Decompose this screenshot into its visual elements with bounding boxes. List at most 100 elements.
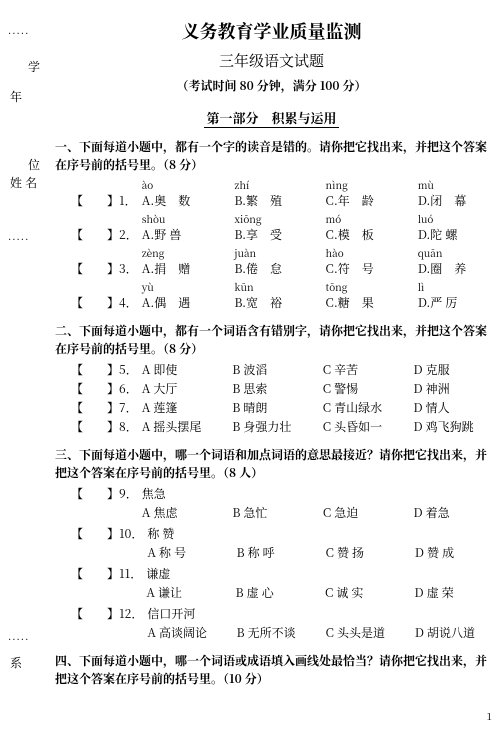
section-header: 第一部分 积累与运用 <box>55 108 488 128</box>
q1-option: C.糖 果 <box>324 294 410 312</box>
q1-option: D.严 厉 <box>416 294 502 312</box>
q3-option: B 无所不谈 <box>235 623 324 642</box>
q1-pinyin: luó <box>416 210 502 226</box>
q2-option: A 摇头摆尾 <box>140 417 231 436</box>
q1-pinyin: zèng <box>140 244 226 260</box>
q3-keyword: 信口开河 <box>145 604 502 623</box>
exam-body: 义务教育学业质量监测 三年级语文试题 （考试时间 80 分钟，满分 100 分）… <box>55 18 488 688</box>
q3-option: C 急迫 <box>321 503 412 522</box>
margin-label-2: 年 <box>10 88 22 105</box>
q3-option: A 高谈阔论 <box>145 623 234 642</box>
q1-option: A.捐 赠 <box>140 260 226 278</box>
q1-option: A.奥 数 <box>140 192 226 210</box>
q2-table: 【 】5．A 即使B 波滔C 辛苦D 克服【 】6．A 大厅B 思索C 警惕D … <box>69 360 502 436</box>
q2-option: B 波滔 <box>230 360 321 379</box>
q3-number: 【 】10． <box>69 524 145 543</box>
q3-option: D 虚 荣 <box>412 583 502 602</box>
binding-margin: ..... 学 年 位 姓 名 ..... ..... 系 <box>0 18 48 729</box>
q1-pinyin: lì <box>416 278 502 294</box>
q1-option: B.倦 怠 <box>232 260 317 278</box>
q3-option: D 胡说八道 <box>413 623 502 642</box>
q3-option: B 急忙 <box>230 503 321 522</box>
page-number: 1 <box>487 708 493 723</box>
q1-option: D.陀 螺 <box>416 226 502 244</box>
q1-option: C.符 号 <box>324 260 410 278</box>
q1-table: àozhínìngmù【 】1．A.奥 数B.繁 殖C.年 龄D.闭 幕shòu… <box>69 176 502 312</box>
q2-number: 【 】7． <box>69 398 140 417</box>
q2-option: D 神洲 <box>411 379 502 398</box>
q3-option: C 赞 扬 <box>324 543 413 562</box>
q2-heading: 二、下面每道小题中，都有一个词语含有错别字，请你把它找出来，并把这个答案在序号前… <box>55 322 488 358</box>
q3-item: 【 】10．称 赞A 称 号B 称 呼C 赞 扬D 赞 成 <box>69 524 502 562</box>
q3-option: C 头头是道 <box>324 623 413 642</box>
margin-dots-top: ..... <box>8 22 29 37</box>
q3-item: 【 】9．焦急A 焦虑B 急忙C 急迫D 着急 <box>69 484 502 522</box>
q1-option: A.偶 遇 <box>140 294 226 312</box>
q3-item: 【 】11．谦虚A 谦让B 虚 心C 诚 实D 虚 荣 <box>69 564 502 602</box>
q2-number: 【 】8． <box>69 417 140 436</box>
q1-option: D.闭 幕 <box>416 192 502 210</box>
q1-pinyin: mó <box>324 210 410 226</box>
q2-option: C 辛苦 <box>321 360 412 379</box>
margin-dots-mid: ..... <box>8 228 29 243</box>
q1-pinyin: yù <box>140 278 226 294</box>
q1-pinyin: juàn <box>232 244 317 260</box>
q2-number: 【 】5． <box>69 360 140 379</box>
q1-pinyin: zhí <box>232 176 317 192</box>
exam-info: （考试时间 80 分钟，满分 100 分） <box>55 77 488 94</box>
q3-option: A 称 号 <box>145 543 234 562</box>
q2-option: D 克服 <box>411 360 502 379</box>
q3-keyword: 称 赞 <box>145 524 502 543</box>
q1-option: B.宽 裕 <box>232 294 317 312</box>
q1-pinyin: tōng <box>324 278 410 294</box>
q1-option: B.享 受 <box>232 226 317 244</box>
q2-option: A 即使 <box>140 360 231 379</box>
q3-item: 【 】12．信口开河A 高谈阔论B 无所不谈C 头头是道D 胡说八道 <box>69 604 502 642</box>
q2-option: B 晴朗 <box>230 398 321 417</box>
q1-pinyin: quān <box>416 244 502 260</box>
q3-heading: 三、下面每道小题中，哪一个词语和加点词语的意思最接近？请你把它找出来，并把这个答… <box>55 446 488 482</box>
section-header-text: 第一部分 积累与运用 <box>204 108 338 128</box>
q4-heading: 四、下面每道小题中，哪一个词语或成语填入画线处最恰当？请你把它找出来，并把这个答… <box>55 652 488 688</box>
q1-option: C.年 龄 <box>324 192 410 210</box>
q1-pinyin: hào <box>324 244 410 260</box>
q3-option: D 着急 <box>411 503 502 522</box>
margin-label-4: 姓 名 <box>10 174 37 191</box>
q3-keyword: 谦虚 <box>144 564 502 583</box>
q2-option: C 头昏如一 <box>321 417 412 436</box>
q3-number: 【 】12． <box>69 604 145 623</box>
q2-option: C 警惕 <box>321 379 412 398</box>
q1-number: 【 】3． <box>69 260 140 278</box>
q1-number: 【 】4． <box>69 294 140 312</box>
q2-option: A 莲篷 <box>140 398 231 417</box>
margin-label-1: 学 <box>28 58 40 75</box>
q1-pinyin: ào <box>140 176 226 192</box>
q3-number: 【 】9． <box>69 484 140 503</box>
q1-number: 【 】2． <box>69 226 140 244</box>
q3-number: 【 】11． <box>69 564 144 583</box>
exam-subtitle: 三年级语文试题 <box>55 50 488 71</box>
q1-pinyin: xiōng <box>232 210 317 226</box>
exam-title: 义务教育学业质量监测 <box>55 18 488 44</box>
q2-option: B 思索 <box>230 379 321 398</box>
q3-keyword: 焦急 <box>140 484 502 503</box>
q3-option: B 称 呼 <box>235 543 324 562</box>
q2-option: D 情人 <box>411 398 502 417</box>
q3-option: B 虚 心 <box>234 583 323 602</box>
q1-number: 【 】1． <box>69 192 140 210</box>
margin-label-3: 位 <box>28 156 40 173</box>
q1-heading: 一、下面每道小题中，都有一个字的读音是错的。请你把它找出来，并把这个答案在序号前… <box>55 138 488 174</box>
q3-option: D 赞 成 <box>413 543 502 562</box>
q1-option: C.模 板 <box>324 226 410 244</box>
margin-dots-bot: ..... <box>8 628 29 643</box>
q2-number: 【 】6． <box>69 379 140 398</box>
margin-label-5: 系 <box>10 654 22 671</box>
q1-pinyin: nìng <box>324 176 410 192</box>
q2-option: C 青山绿水 <box>321 398 412 417</box>
q1-pinyin: kūn <box>232 278 317 294</box>
q1-pinyin: mù <box>416 176 502 192</box>
q3-option: A 焦虑 <box>140 503 231 522</box>
q1-option: A.野 兽 <box>140 226 226 244</box>
q1-option: B.繁 殖 <box>232 192 317 210</box>
q2-option: A 大厅 <box>140 379 231 398</box>
